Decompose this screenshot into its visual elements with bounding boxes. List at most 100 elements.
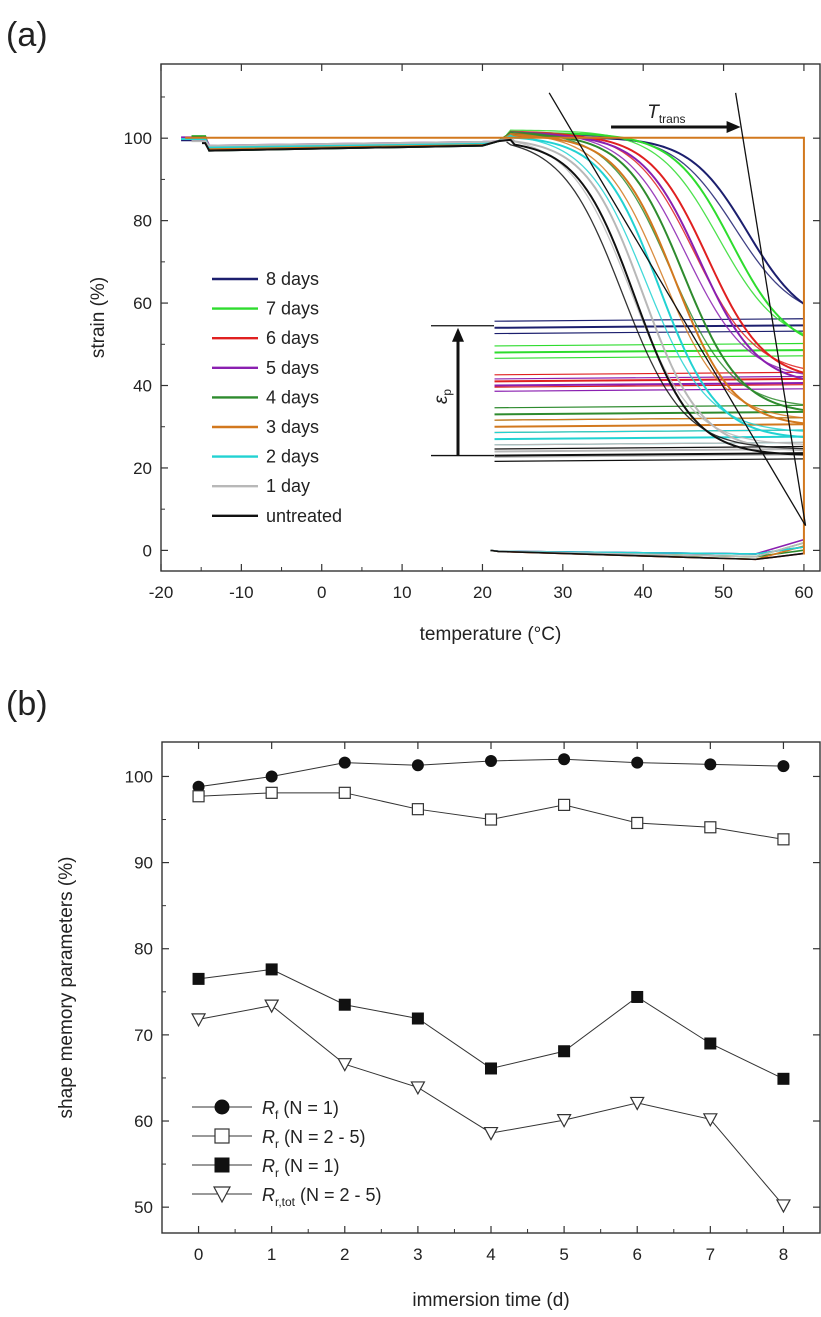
legend-entry: Rr,tot (N = 2 - 5) <box>262 1185 382 1209</box>
recovery-curve-2 <box>506 129 805 335</box>
plateau-line <box>494 410 804 416</box>
plateau-line <box>494 382 804 387</box>
series-line <box>198 968 784 1080</box>
panel-b-label: (b) <box>6 685 48 723</box>
data-point <box>191 1013 207 1028</box>
data-point <box>485 1062 497 1075</box>
plateau-line <box>494 330 804 335</box>
legend-entry: 6 days <box>266 328 319 348</box>
recovery-curve-2 <box>506 131 805 406</box>
legend-entry: Rf (N = 1) <box>262 1098 339 1122</box>
y-tick-label: 20 <box>133 459 152 478</box>
data-point <box>214 1128 230 1144</box>
data-point <box>264 999 280 1014</box>
x-tick-label: 5 <box>559 1245 568 1264</box>
plateau-line <box>494 452 804 457</box>
panel-a-label: (a) <box>6 16 48 54</box>
x-tick-label: 40 <box>634 583 653 602</box>
data-point <box>411 1012 424 1025</box>
data-point <box>265 786 278 799</box>
y-axis-title: shape memory parameters (%) <box>56 857 77 1119</box>
t-trans-label: Ttrans <box>647 102 685 126</box>
series-untreated <box>201 138 805 561</box>
x-tick-label: 0 <box>317 583 326 602</box>
x-tick-label: 20 <box>473 583 492 602</box>
data-point <box>338 998 351 1011</box>
chart-b: 0 1 2 3 4 5 6 7 8 50 60 70 80 90 100 immersion time (d)… <box>56 741 821 1311</box>
recovery-curve <box>181 134 805 439</box>
series-3 <box>192 963 790 1085</box>
data-point <box>704 758 717 771</box>
data-point <box>775 1199 791 1214</box>
series-2 <box>192 786 790 846</box>
eps-p-label: εp <box>431 389 454 404</box>
data-point <box>777 1072 790 1085</box>
plateau-line <box>494 384 804 388</box>
plateau-line <box>494 458 804 462</box>
legend-entry: 7 days <box>266 299 319 319</box>
plateau-line <box>494 318 804 322</box>
data-point <box>265 963 278 976</box>
legend-entry: 2 days <box>266 447 319 467</box>
tangent-line-left <box>548 92 807 526</box>
y-tick-label: 80 <box>134 940 153 959</box>
data-point <box>338 786 351 799</box>
data-point <box>485 754 497 767</box>
x-axis-title: immersion time (d) <box>412 1290 569 1311</box>
legend-entry: untreated <box>266 506 342 526</box>
y-tick-label: 80 <box>133 212 152 231</box>
plateau-line <box>494 349 804 354</box>
data-point <box>411 803 424 816</box>
y-tick-label: 50 <box>134 1198 153 1217</box>
bottom-curve <box>490 542 805 558</box>
x-tick-label: 60 <box>794 583 813 602</box>
data-point <box>704 1037 717 1050</box>
plateau-line <box>494 377 804 383</box>
plateau-line <box>494 388 804 392</box>
y-tick-label: 100 <box>125 767 153 786</box>
series-5-days <box>181 131 805 555</box>
plateau-line <box>494 375 804 380</box>
plateau-line <box>494 445 804 450</box>
series-1 <box>192 753 790 793</box>
x-tick-label: 3 <box>413 1245 422 1264</box>
plateau-line <box>494 441 804 446</box>
legend-entry: Rr (N = 2 - 5) <box>262 1127 366 1151</box>
x-tick-label: 4 <box>486 1245 495 1264</box>
y-tick-label: 40 <box>133 377 152 396</box>
y-tick-label: 70 <box>134 1026 153 1045</box>
plateau-line <box>494 429 804 434</box>
recovery-curve-2 <box>506 141 804 450</box>
data-point <box>265 770 278 783</box>
recovery-curve-2 <box>506 135 804 432</box>
plateau-line <box>494 404 804 409</box>
y-tick-label: 60 <box>133 294 152 313</box>
data-point <box>777 833 790 846</box>
t-trans-arrowhead <box>726 121 741 133</box>
y-tick-label: 90 <box>134 854 153 873</box>
x-tick-label: -10 <box>229 583 254 602</box>
data-point <box>704 821 717 834</box>
x-tick-label: 7 <box>706 1245 715 1264</box>
series-4 <box>191 999 791 1214</box>
legend-entry: 1 day <box>266 476 310 496</box>
data-point <box>192 972 205 985</box>
x-tick-label: -20 <box>149 583 174 602</box>
x-tick-label: 30 <box>553 583 572 602</box>
data-point <box>702 1113 718 1128</box>
data-point <box>631 816 644 830</box>
x-tick-label: 50 <box>714 583 733 602</box>
legend-entry: 3 days <box>266 417 319 437</box>
legend-entry: 4 days <box>266 387 319 407</box>
data-point <box>631 756 644 769</box>
x-tick-label: 0 <box>194 1245 203 1264</box>
data-point <box>192 790 205 803</box>
data-point <box>484 813 498 826</box>
y-tick-label: 100 <box>124 129 152 148</box>
recovery-curve <box>191 136 804 452</box>
data-point <box>558 798 571 811</box>
x-tick-label: 8 <box>779 1245 788 1264</box>
recovery-curve <box>201 138 804 456</box>
data-point <box>777 760 790 773</box>
plateau-line <box>494 371 804 376</box>
